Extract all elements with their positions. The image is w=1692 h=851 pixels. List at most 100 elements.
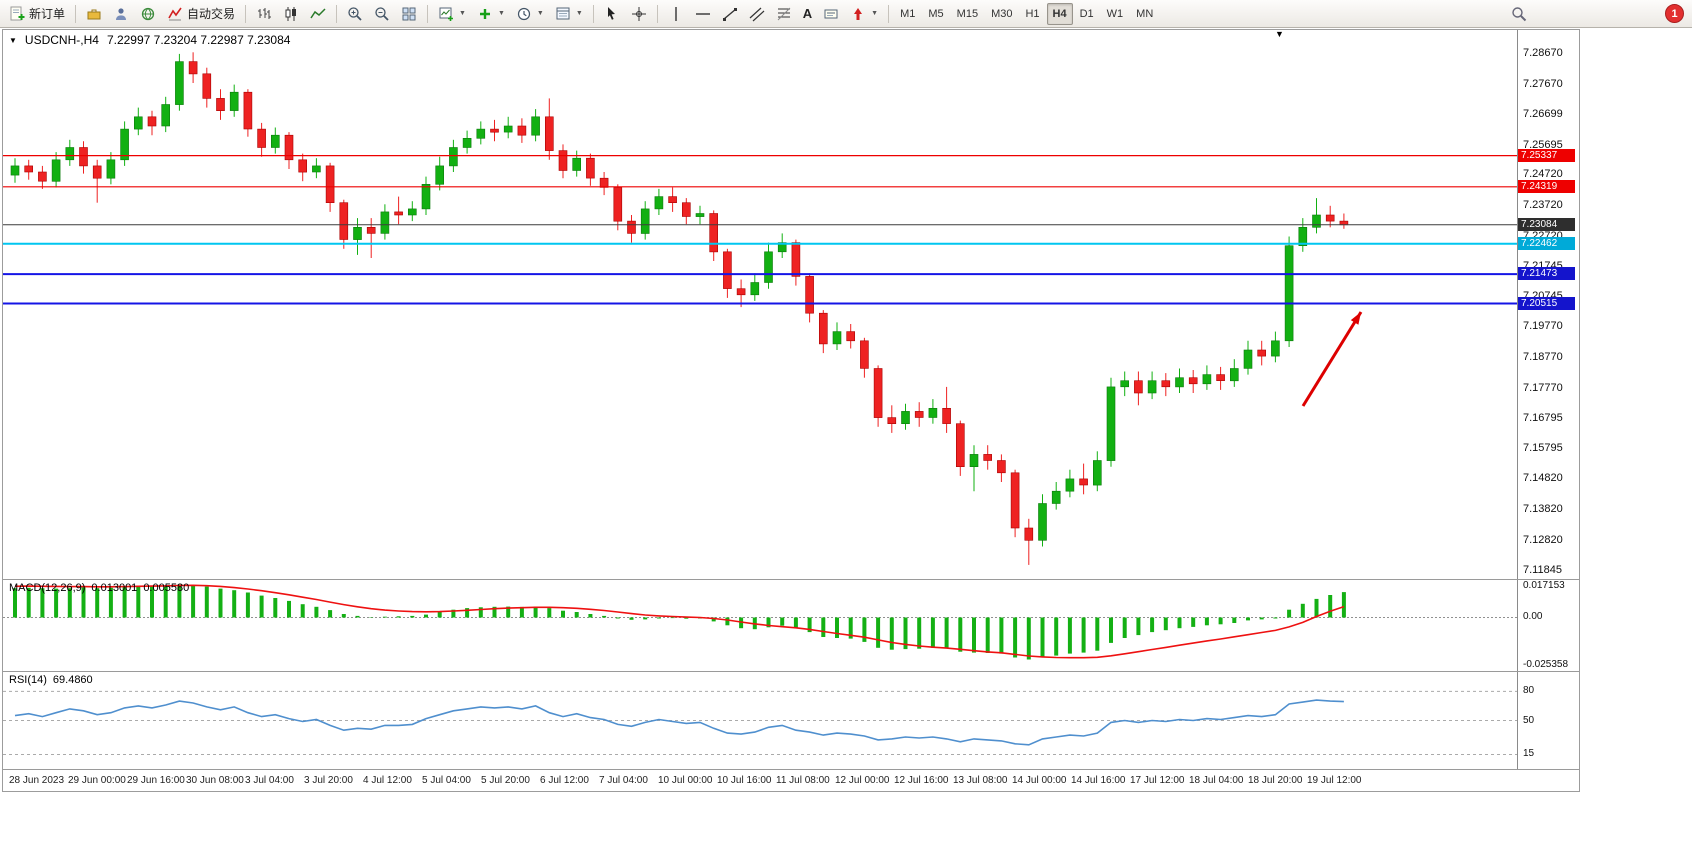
indicators-button[interactable]: ▼ <box>472 2 510 26</box>
macd-panel: MACD(12,26,9) 0.013001 0.005580 0.017153… <box>3 580 1579 671</box>
rsi-canvas[interactable] <box>3 672 1517 769</box>
bar-chart-mode-button[interactable] <box>251 2 277 26</box>
tf-button-h1[interactable]: H1 <box>1025 7 1040 20</box>
zoom-out-button[interactable] <box>369 2 395 26</box>
search-button[interactable] <box>1506 2 1532 26</box>
zoom-in-button[interactable] <box>342 2 368 26</box>
notification-badge[interactable]: 1 <box>1665 4 1684 23</box>
cursor-tool-button[interactable] <box>599 2 625 26</box>
macd-axis[interactable]: 0.017153 0.00 -0.025358 <box>1517 580 1578 671</box>
rsi-value: 69.4860 <box>52 674 93 686</box>
tf-button-w1[interactable]: W1 <box>1106 7 1124 20</box>
dropdown-arrow-icon: ▼ <box>575 10 583 17</box>
tile-windows-button[interactable] <box>396 2 422 26</box>
tf-button-h4[interactable]: H4 <box>1046 2 1073 25</box>
time-axis-label: 11 Jul 08:00 <box>776 775 830 786</box>
candle-body <box>860 340 869 369</box>
chart-menu-icon[interactable]: ▼ <box>9 35 17 45</box>
dropdown-arrow-icon: ▼ <box>459 10 466 17</box>
arrow-object-icon <box>854 7 863 20</box>
time-axis-label: 14 Jul 16:00 <box>1071 775 1126 786</box>
candle-body <box>1257 349 1266 357</box>
price-axis[interactable]: 7.28670 7.27670 7.26699 7.25695 7.24720 7.237… <box>1517 30 1578 579</box>
time-axis[interactable]: 28 Jun 2023 29 Jun 00:00 29 Jun 16:00 30 Ju… <box>3 770 1579 791</box>
tf-button-m1[interactable]: M1 <box>900 7 916 20</box>
candle-body <box>1120 380 1129 388</box>
toolbar-separator <box>75 4 77 23</box>
autotrading-button[interactable]: 自动交易 <box>162 2 240 26</box>
macd-canvas[interactable] <box>3 580 1517 671</box>
chart-plot[interactable]: ▼ USDCNH-,H4 7.22997 7.23204 7.22987 7.2… <box>3 30 1517 579</box>
horizontal-line-icon <box>695 12 710 15</box>
candle-body <box>65 147 75 161</box>
user-icon <box>116 7 127 20</box>
label-tool-button[interactable] <box>818 2 844 26</box>
panel-splitter[interactable] <box>3 671 1579 672</box>
candle-body <box>257 128 266 148</box>
macd-axis-label: 0.00 <box>1523 611 1543 623</box>
time-axis-label: 3 Jul 04:00 <box>245 775 294 786</box>
rsi-label: RSI(14) 69.4860 <box>9 674 93 686</box>
candlestick-mode-button[interactable] <box>278 2 304 26</box>
candle-body <box>955 423 965 468</box>
rsi-axis-label: 15 <box>1523 748 1535 760</box>
price-chart-canvas[interactable] <box>3 30 1517 579</box>
tf-button-d1[interactable]: D1 <box>1079 7 1094 20</box>
toolbar-separator <box>888 4 890 23</box>
macd-signal-value: 0.005580 <box>143 582 190 594</box>
text-tool-button[interactable]: A <box>798 2 817 26</box>
price-axis-label: 7.25695 <box>1523 138 1563 151</box>
line-chart-mode-button[interactable] <box>305 2 331 26</box>
time-axis-label: 12 Jul 16:00 <box>894 775 949 786</box>
price-axis-label: 7.23720 <box>1523 199 1563 212</box>
vertical-line-tool-button[interactable] <box>663 2 689 26</box>
candle-body <box>695 213 705 217</box>
macd-plot[interactable]: MACD(12,26,9) 0.013001 0.005580 <box>3 580 1517 671</box>
toolbar-separator <box>427 4 429 23</box>
candle-body <box>175 61 184 105</box>
candle-body <box>558 150 568 171</box>
new-chart-button[interactable]: ▼ <box>433 2 471 26</box>
candle-body <box>1243 349 1253 369</box>
candle-body <box>1106 386 1116 461</box>
rsi-axis[interactable]: 80 50 15 <box>1517 672 1578 769</box>
horizontal-line-tool-button[interactable] <box>690 2 716 26</box>
price-axis-label: 7.11845 <box>1523 563 1562 576</box>
panel-splitter[interactable] <box>3 579 1579 580</box>
tf-button-mn[interactable]: MN <box>1136 7 1154 20</box>
chart-shift-marker[interactable]: ▼ <box>1275 29 1284 39</box>
templates-button[interactable]: ▼ <box>550 2 588 26</box>
trendline-tool-button[interactable] <box>717 2 743 26</box>
tf-button-m15[interactable]: M15 <box>956 7 979 20</box>
trend-arrow-head[interactable] <box>1350 312 1361 325</box>
price-axis-label: 7.16795 <box>1523 411 1563 424</box>
indicators-plus-icon <box>479 8 490 19</box>
toolbox-button[interactable] <box>81 2 107 26</box>
new-order-button[interactable]: 新订单 <box>4 2 70 26</box>
time-axis-label: 18 Jul 04:00 <box>1189 775 1244 786</box>
candle-body <box>777 242 787 253</box>
time-axis-label: 13 Jul 08:00 <box>953 775 1008 786</box>
dropdown-arrow-icon: ▼ <box>497 10 505 17</box>
candle-body <box>832 331 842 345</box>
rsi-plot[interactable]: RSI(14) 69.4860 <box>3 672 1517 769</box>
periods-button[interactable]: ▼ <box>511 2 549 26</box>
candle-body <box>339 202 349 240</box>
community-button[interactable] <box>135 2 161 26</box>
fibonacci-tool-button[interactable] <box>771 2 797 26</box>
tf-button-m5[interactable]: M5 <box>928 7 944 20</box>
crosshair-tool-button[interactable] <box>626 2 652 26</box>
price-tag: 7.20515 <box>1518 296 1575 310</box>
tf-button-m30[interactable]: M30 <box>991 7 1013 20</box>
user-account-button[interactable] <box>108 2 134 26</box>
zoom-out-icon <box>375 6 389 21</box>
candle-body <box>750 282 760 296</box>
time-axis-label: 3 Jul 20:00 <box>304 775 353 786</box>
candlestick-icon <box>285 6 297 21</box>
line-chart-icon <box>310 7 326 18</box>
trend-arrow-shaft[interactable] <box>1301 311 1363 407</box>
candle-body <box>805 276 814 314</box>
arrows-tool-button[interactable]: ▼ <box>845 2 883 26</box>
channel-tool-button[interactable] <box>744 2 770 26</box>
candle-body <box>92 165 102 179</box>
